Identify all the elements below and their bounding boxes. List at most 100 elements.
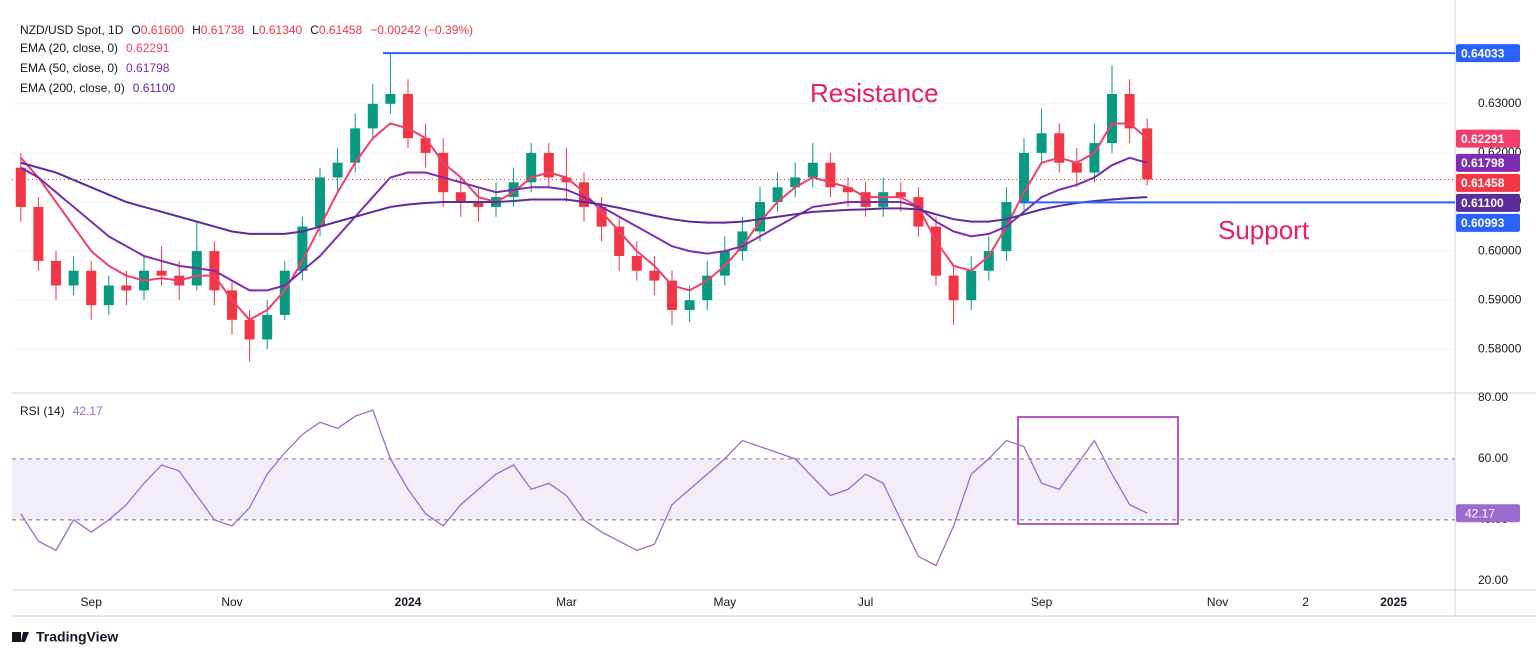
- indicator-name: EMA (200, close, 0): [20, 81, 125, 95]
- candle-body: [1019, 152, 1029, 203]
- candle-body: [385, 93, 396, 104]
- header-value: −0.00242 (−0.39%): [370, 23, 473, 37]
- header-key: H: [192, 23, 201, 37]
- candle-body: [948, 275, 959, 301]
- x-tick-label: Sep: [81, 595, 103, 609]
- logo: [12, 632, 29, 642]
- price-badge-label: 0.61798: [1461, 156, 1505, 170]
- x-tick-label: Nov: [1207, 595, 1228, 609]
- candle-body: [86, 270, 97, 306]
- rsi-highlight-box: [1017, 416, 1179, 525]
- candle-body: [1142, 128, 1153, 180]
- candle-body: [156, 270, 167, 276]
- candle-body: [279, 270, 290, 315]
- candle-body: [1071, 162, 1082, 173]
- candle-body: [315, 177, 325, 227]
- indicator-legend: RSI (14) 42.17: [20, 404, 103, 418]
- x-tick-label: 2025: [1380, 595, 1407, 609]
- candle-body: [244, 319, 255, 340]
- y-tick-label: 0.58000: [1478, 341, 1522, 355]
- candle-body: [543, 152, 554, 178]
- indicator-legend: EMA (20, close, 0) 0.62291: [20, 41, 170, 55]
- y-tick-label: 80.00: [1478, 390, 1508, 404]
- candle-body: [737, 231, 748, 252]
- header-value: 0.61600: [141, 23, 185, 37]
- candle-body: [103, 285, 114, 306]
- candle-body: [1124, 93, 1135, 129]
- header-value: 0.61458: [319, 23, 363, 37]
- price-badge-label: 0.61458: [1461, 176, 1505, 190]
- header-key: O: [131, 23, 140, 37]
- indicator-value: 0.62291: [126, 41, 170, 55]
- rsi-badge: [1456, 504, 1520, 523]
- annotation: Resistance: [810, 78, 939, 108]
- candle-body: [807, 162, 818, 178]
- candle-body: [350, 128, 361, 163]
- x-tick-label: 2024: [395, 595, 422, 609]
- price-badge-label: 0.62291: [1461, 132, 1505, 146]
- candle-body: [33, 206, 44, 261]
- price-badge-label: 0.60993: [1461, 216, 1505, 230]
- rsi-badge-label: 42.17: [1465, 506, 1495, 520]
- indicator-value: 0.61798: [126, 61, 170, 75]
- y-tick-label: 0.63000: [1478, 96, 1522, 110]
- brand: TradingView: [36, 629, 118, 645]
- price-badge: [1456, 44, 1520, 63]
- candle-body: [649, 270, 660, 281]
- ema-line: [20, 156, 1148, 292]
- candle-body: [913, 197, 924, 227]
- indicator-name: EMA (20, close, 0): [20, 41, 118, 55]
- rsi-line: [20, 409, 1148, 567]
- header-value: 0.61340: [259, 23, 303, 37]
- candle-body: [403, 93, 413, 139]
- indicator-value: 42.17: [73, 404, 103, 418]
- candle-body: [1089, 143, 1100, 173]
- candle-body: [367, 103, 378, 129]
- candle-body: [772, 187, 783, 203]
- ema-line: [20, 161, 1148, 235]
- candle-body: [332, 162, 343, 178]
- y-tick-label: 20.00: [1478, 573, 1508, 587]
- legend-header: NZD/USD Spot, 1D O0.61600 H0.61738 L0.61340…: [20, 23, 473, 37]
- candle-body: [878, 192, 889, 207]
- candle-body: [526, 152, 537, 183]
- candle-body: [51, 260, 61, 286]
- indicator-value: 0.61100: [133, 81, 176, 95]
- price-badge: [1456, 153, 1520, 172]
- candle-body: [843, 187, 853, 193]
- candle-body: [455, 192, 466, 203]
- header-key: C: [310, 23, 319, 37]
- rsi-band: [12, 458, 1455, 520]
- x-tick-label: Sep: [1031, 595, 1053, 609]
- indicator-legend: EMA (50, close, 0) 0.61798: [20, 61, 170, 75]
- candle-body: [966, 270, 977, 301]
- candle-body: [297, 226, 308, 271]
- candle-body: [227, 290, 237, 320]
- price-badge: [1456, 213, 1520, 232]
- x-tick-label: Mar: [556, 595, 577, 609]
- x-tick-label: Jul: [858, 595, 873, 609]
- candle-body: [473, 202, 484, 207]
- candle-body: [667, 280, 677, 311]
- header-value: 0.61738: [201, 23, 245, 37]
- price-badge: [1456, 193, 1520, 212]
- header-key: NZD/USD Spot, 1D: [20, 23, 124, 37]
- indicator-name: RSI (14): [20, 404, 65, 418]
- candle-body: [860, 192, 871, 207]
- candle-body: [631, 256, 642, 271]
- x-tick-label: May: [713, 595, 736, 609]
- y-tick-label: 60.00: [1478, 451, 1508, 465]
- candle-body: [68, 270, 79, 286]
- y-tick-label: 0.59000: [1478, 292, 1522, 306]
- candle-body: [684, 300, 695, 311]
- y-tick-label: 0.60000: [1478, 243, 1522, 257]
- candle-body: [825, 162, 836, 188]
- price-badge-label: 0.64033: [1461, 46, 1505, 60]
- candle-body: [931, 226, 941, 276]
- candle-body: [561, 177, 572, 183]
- indicator-name: EMA (50, close, 0): [20, 61, 118, 75]
- candle-body: [1107, 93, 1117, 144]
- candle-body: [755, 202, 765, 232]
